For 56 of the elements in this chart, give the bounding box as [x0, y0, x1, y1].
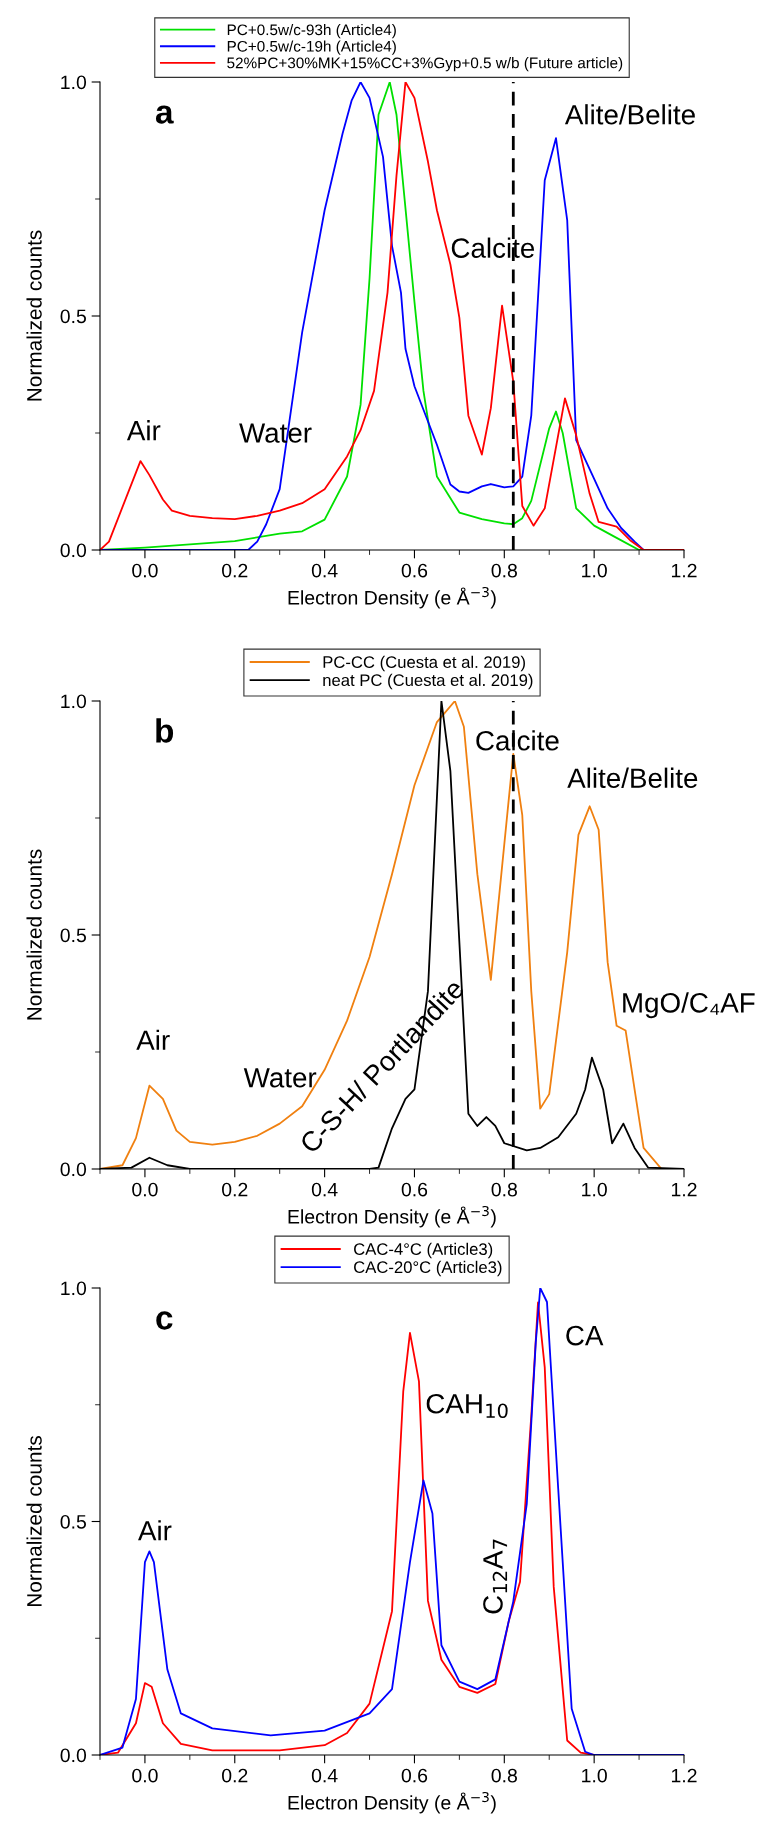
x-tick-label: 0.8	[491, 1182, 517, 1197]
annotation: CAH$_{10}$	[426, 1393, 508, 1419]
y-tick-label: 1.0	[61, 694, 87, 709]
x-tick-label: 1.0	[582, 1182, 607, 1197]
x-tick-label: 0.2	[222, 563, 248, 578]
x-tick-label: 0.2	[222, 1768, 248, 1783]
x-tick-label: 1.2	[671, 563, 697, 578]
y-tick-label: 0.0	[60, 1748, 87, 1763]
annotation: Air	[136, 1029, 170, 1050]
x-tick-label: 0.0	[132, 563, 158, 578]
y-axis-title: Normalized counts	[26, 849, 42, 1020]
annotation: CA	[566, 1325, 604, 1346]
x-tick-label: 0.4	[311, 563, 338, 578]
x-tick-label: 1.0	[582, 563, 607, 578]
y-tick-label: 0.5	[60, 1514, 86, 1529]
y-tick-label: 0.0	[60, 1162, 87, 1177]
legend-label: CAC-4°C (Article3)	[354, 1242, 493, 1259]
y-tick-label: 1.0	[61, 1281, 87, 1296]
x-tick-label: 0.0	[132, 1768, 158, 1783]
legend-label: 52%PC+30%MK+15%CC+3%Gyp+0.5 w/b (Future article)	[227, 57, 623, 72]
x-tick-label: 1.2	[671, 1768, 697, 1783]
annotation: Air	[126, 420, 161, 441]
annotation: C$_{12}$A$_{7}$	[483, 1539, 508, 1614]
x-axis-title: Electron Density (e Å$^{−3}$)	[288, 586, 496, 609]
x-axis-title: Electron Density (e Å$^{−3}$)	[288, 1791, 496, 1814]
x-tick-label: 0.0	[132, 1182, 158, 1197]
x-tick-label: 0.6	[401, 563, 428, 578]
annotation: Calcite	[451, 237, 535, 258]
legend-label: PC+0.5w/c-93h (Article4)	[227, 24, 396, 39]
x-tick-label: 0.2	[222, 1182, 248, 1197]
y-axis-title: Normalized counts	[26, 1435, 42, 1607]
x-tick-label: 0.8	[491, 1768, 517, 1783]
x-tick-label: 0.4	[311, 1768, 338, 1783]
x-tick-label: 0.6	[401, 1182, 428, 1197]
annotation: Air	[138, 1520, 172, 1541]
annotation: Alite/Belite	[564, 104, 695, 125]
y-tick-label: 1.0	[61, 75, 87, 90]
legend-label: PC-CC (Cuesta et al. 2019)	[323, 655, 525, 672]
annotation: Alite/Belite	[567, 767, 698, 789]
legend-label: PC+0.5w/c-19h (Article4)	[227, 40, 396, 55]
x-tick-label: 1.0	[582, 1768, 607, 1783]
legend-label: CAC-20°C (Article3)	[354, 1260, 502, 1277]
annotation: b	[156, 718, 174, 743]
y-tick-label: 0.5	[60, 928, 86, 943]
x-axis-title: Electron Density (e Å$^{−3}$)	[288, 1205, 496, 1228]
y-tick-label: 0.5	[60, 309, 86, 324]
x-tick-label: 1.2	[671, 1182, 697, 1197]
annotation: a	[155, 105, 174, 124]
annotation: c	[156, 1311, 173, 1330]
x-tick-label: 0.4	[311, 1182, 338, 1197]
y-tick-label: 0.0	[60, 543, 87, 558]
annotation: MgO/C₄AF	[623, 992, 755, 1019]
y-axis-title: Normalized counts	[26, 230, 42, 401]
x-tick-label: 0.6	[401, 1768, 428, 1783]
legend-label: neat PC (Cuesta et al. 2019)	[323, 673, 533, 690]
x-tick-label: 0.8	[491, 563, 517, 578]
